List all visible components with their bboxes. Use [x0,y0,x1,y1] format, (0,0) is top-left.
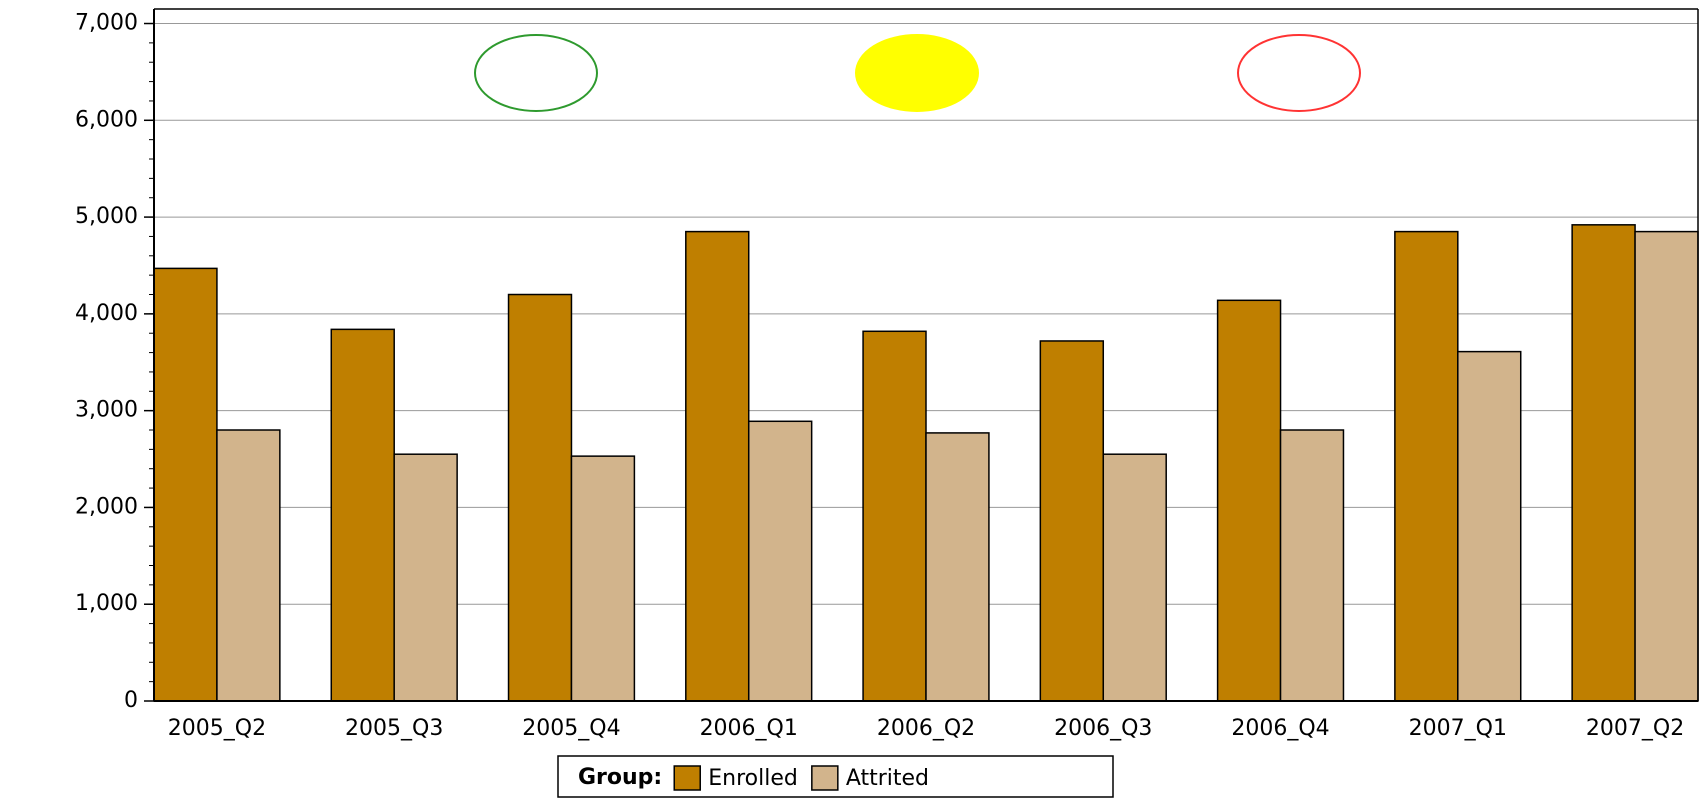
bar [393,453,458,702]
x-tick-label: 2005_Q3 [345,716,443,741]
bar [747,420,813,702]
x-tick-label: 2007_Q2 [1586,716,1684,741]
y-tick-label: 7,000 [75,11,138,36]
x-tick-label: 2006_Q1 [700,716,798,741]
x-tick-label: 2006_Q3 [1054,716,1152,741]
legend-label: Enrolled [708,766,798,791]
y-tick-label: 2,000 [75,494,138,519]
bar [216,429,281,702]
status-indicator-yellow [855,34,979,112]
bar [507,293,573,702]
bar [153,267,218,702]
status-indicator-green [474,34,598,112]
bar [1394,230,1459,702]
bar [570,455,636,702]
bar [685,230,750,702]
bar [925,432,990,702]
legend-swatch [811,765,839,791]
y-tick-label: 5,000 [75,204,138,229]
y-tick-label: 0 [124,688,138,713]
bar [1279,429,1345,702]
bar [1457,350,1522,702]
bar [862,330,927,702]
x-tick-label: 2007_Q1 [1409,716,1507,741]
x-tick-label: 2006_Q4 [1231,716,1329,741]
x-tick-label: 2006_Q2 [877,716,975,741]
legend-label: Attrited [846,766,929,791]
bar [1216,299,1282,702]
status-indicator-red [1237,34,1361,112]
legend-swatch [673,765,701,791]
legend-title: Group: [578,765,662,790]
bar [1039,340,1105,702]
y-tick-label: 6,000 [75,107,138,132]
bar [1634,230,1699,702]
y-tick-label: 3,000 [75,398,138,423]
y-tick-label: 4,000 [75,301,138,326]
bar [1102,453,1167,702]
x-tick-label: 2005_Q2 [168,716,266,741]
y-tick-label: 1,000 [75,591,138,616]
x-tick-label: 2005_Q4 [522,716,620,741]
bar [330,328,395,702]
bar [1571,224,1636,702]
